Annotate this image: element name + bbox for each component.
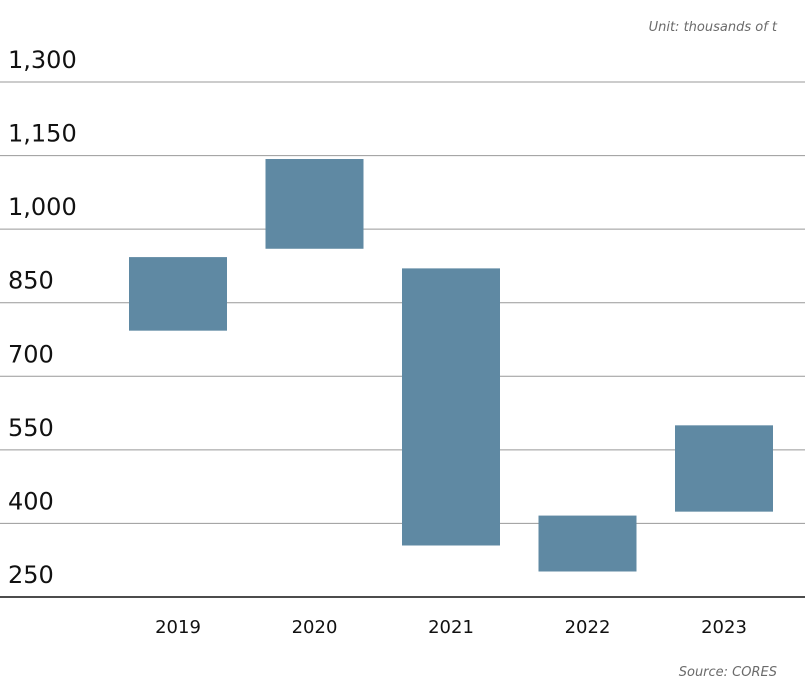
x-tick-label: 2023: [701, 617, 747, 638]
x-tick-label: 2019: [155, 617, 201, 638]
y-tick-label: 1,300: [8, 46, 77, 74]
x-tick-label: 2022: [565, 617, 611, 638]
y-tick-label: 400: [8, 487, 54, 515]
bar-2019: [129, 257, 227, 331]
y-tick-label: 250: [8, 561, 54, 589]
x-tick-label: 2020: [292, 617, 338, 638]
bar-2022: [538, 515, 637, 572]
y-tick-label: 550: [8, 414, 54, 442]
y-tick-label: 700: [8, 340, 54, 368]
y-tick-label: 1,150: [8, 120, 77, 148]
source-label: Source: CORES: [678, 665, 777, 680]
bar-2020: [265, 159, 364, 249]
y-tick-label: 850: [8, 267, 54, 295]
x-tick-label: 2021: [428, 617, 474, 638]
bar-2023: [675, 425, 773, 512]
unit-label: Unit: thousands of t: [648, 20, 777, 35]
y-tick-label: 1,000: [8, 193, 77, 221]
bar-2021: [402, 268, 500, 546]
